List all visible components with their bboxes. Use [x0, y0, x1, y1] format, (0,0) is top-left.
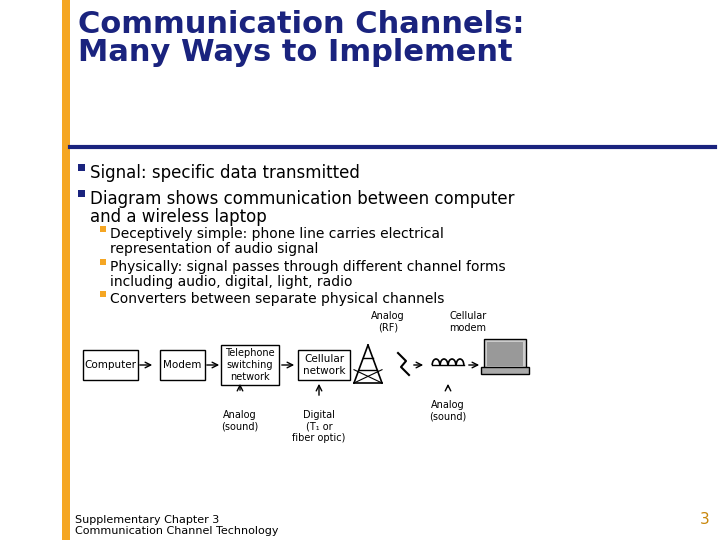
- Text: Modem: Modem: [163, 360, 201, 370]
- Text: Communication Channel Technology: Communication Channel Technology: [75, 526, 279, 536]
- Bar: [78, 190, 85, 197]
- Text: Signal: specific data transmitted: Signal: specific data transmitted: [90, 164, 360, 182]
- Text: Analog
(sound): Analog (sound): [221, 410, 258, 431]
- Text: Physically: signal passes through different channel forms: Physically: signal passes through differ…: [110, 260, 505, 274]
- Bar: [160, 350, 204, 380]
- Bar: [298, 350, 350, 380]
- Bar: [484, 339, 526, 369]
- Bar: [100, 259, 106, 265]
- Text: Converters between separate physical channels: Converters between separate physical cha…: [110, 292, 444, 306]
- Text: Supplementary Chapter 3: Supplementary Chapter 3: [75, 515, 220, 525]
- Text: Deceptively simple: phone line carries electrical: Deceptively simple: phone line carries e…: [110, 227, 444, 241]
- Text: Telephone
switching
network: Telephone switching network: [225, 348, 275, 382]
- Bar: [100, 291, 106, 297]
- Bar: [83, 350, 138, 380]
- Bar: [62, 0, 70, 540]
- Bar: [487, 342, 523, 366]
- Text: Analog
(RF): Analog (RF): [372, 312, 405, 333]
- Bar: [70, 0, 715, 150]
- Bar: [221, 345, 279, 385]
- Text: Communication Channels:: Communication Channels:: [78, 10, 524, 39]
- Text: Analog
(sound): Analog (sound): [429, 400, 467, 422]
- Bar: [100, 226, 106, 232]
- Bar: [481, 367, 529, 374]
- Bar: [78, 164, 85, 171]
- Text: Computer: Computer: [84, 360, 136, 370]
- Text: and a wireless laptop: and a wireless laptop: [90, 208, 266, 226]
- Text: Digital
(T₁ or
fiber optic): Digital (T₁ or fiber optic): [292, 410, 346, 443]
- Text: Cellular
network: Cellular network: [302, 354, 346, 376]
- Text: Many Ways to Implement: Many Ways to Implement: [78, 38, 513, 67]
- Text: Diagram shows communication between computer: Diagram shows communication between comp…: [90, 190, 515, 208]
- Text: 3: 3: [701, 512, 710, 528]
- Bar: [70, 147, 715, 540]
- Text: Cellular
modem: Cellular modem: [449, 312, 487, 333]
- Text: representation of audio signal: representation of audio signal: [110, 242, 318, 256]
- Text: including audio, digital, light, radio: including audio, digital, light, radio: [110, 275, 353, 289]
